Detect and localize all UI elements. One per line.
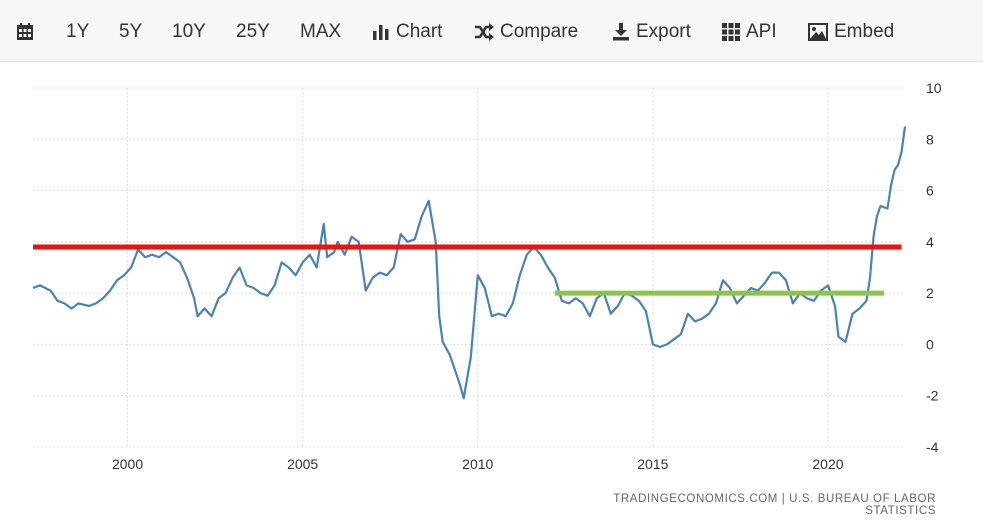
y-tick-label: -4 [926, 439, 939, 455]
export-button[interactable]: Export [612, 12, 691, 52]
y-tick-label: 8 [926, 131, 934, 147]
x-tick-label: 2015 [637, 456, 668, 472]
range-max-label: MAX [300, 21, 342, 42]
chart-label: Chart [396, 21, 443, 42]
range-25y-button[interactable]: 25Y [236, 12, 270, 52]
toolbar: 1Y 5Y 10Y 25Y MAX Chart Compare Export A… [0, 0, 983, 62]
download-icon [613, 23, 629, 41]
range-5y-button[interactable]: 5Y [119, 12, 142, 52]
calendar-button[interactable] [16, 12, 40, 52]
y-tick-label: 10 [926, 80, 942, 96]
shuffle-icon [475, 23, 494, 41]
range-1y-button[interactable]: 1Y [66, 12, 89, 52]
chart-button[interactable]: Chart [372, 12, 442, 52]
range-10y-label: 10Y [172, 21, 206, 42]
range-1y-label: 1Y [66, 21, 90, 42]
chart-area: 2000 2005 2010 2015 2020 10 8 6 4 2 0 -2 -4 [0, 62, 983, 527]
source-credit: TRADINGECONOMICS.COM | U.S. BUREAU OF LA… [613, 493, 936, 517]
api-button[interactable]: API [722, 12, 777, 52]
y-tick-label: 2 [926, 285, 934, 301]
x-tick-label: 2010 [462, 456, 493, 472]
line-chart: 2000 2005 2010 2015 2020 10 8 6 4 2 0 -2 -4 [32, 80, 942, 472]
compare-button[interactable]: Compare [474, 12, 578, 52]
range-5y-label: 5Y [119, 21, 143, 42]
api-label: API [746, 21, 777, 42]
y-tick-label: 4 [926, 234, 934, 250]
y-tick-label: 0 [926, 336, 934, 352]
compare-label: Compare [500, 21, 579, 42]
embed-button[interactable]: Embed [808, 12, 894, 52]
x-tick-label: 2005 [287, 456, 318, 472]
image-icon [808, 23, 828, 41]
grid-icon [722, 23, 740, 41]
bar-chart-icon [373, 25, 389, 40]
calendar-icon [17, 23, 33, 40]
range-10y-button[interactable]: 10Y [172, 12, 206, 52]
y-tick-label: -2 [926, 388, 939, 404]
y-tick-label: 6 [926, 183, 934, 199]
series-line [32, 126, 907, 400]
x-tick-label: 2000 [112, 456, 143, 472]
embed-label: Embed [834, 21, 895, 42]
range-max-button[interactable]: MAX [300, 12, 341, 52]
export-label: Export [636, 21, 691, 42]
range-25y-label: 25Y [236, 21, 270, 42]
x-tick-label: 2020 [812, 456, 843, 472]
